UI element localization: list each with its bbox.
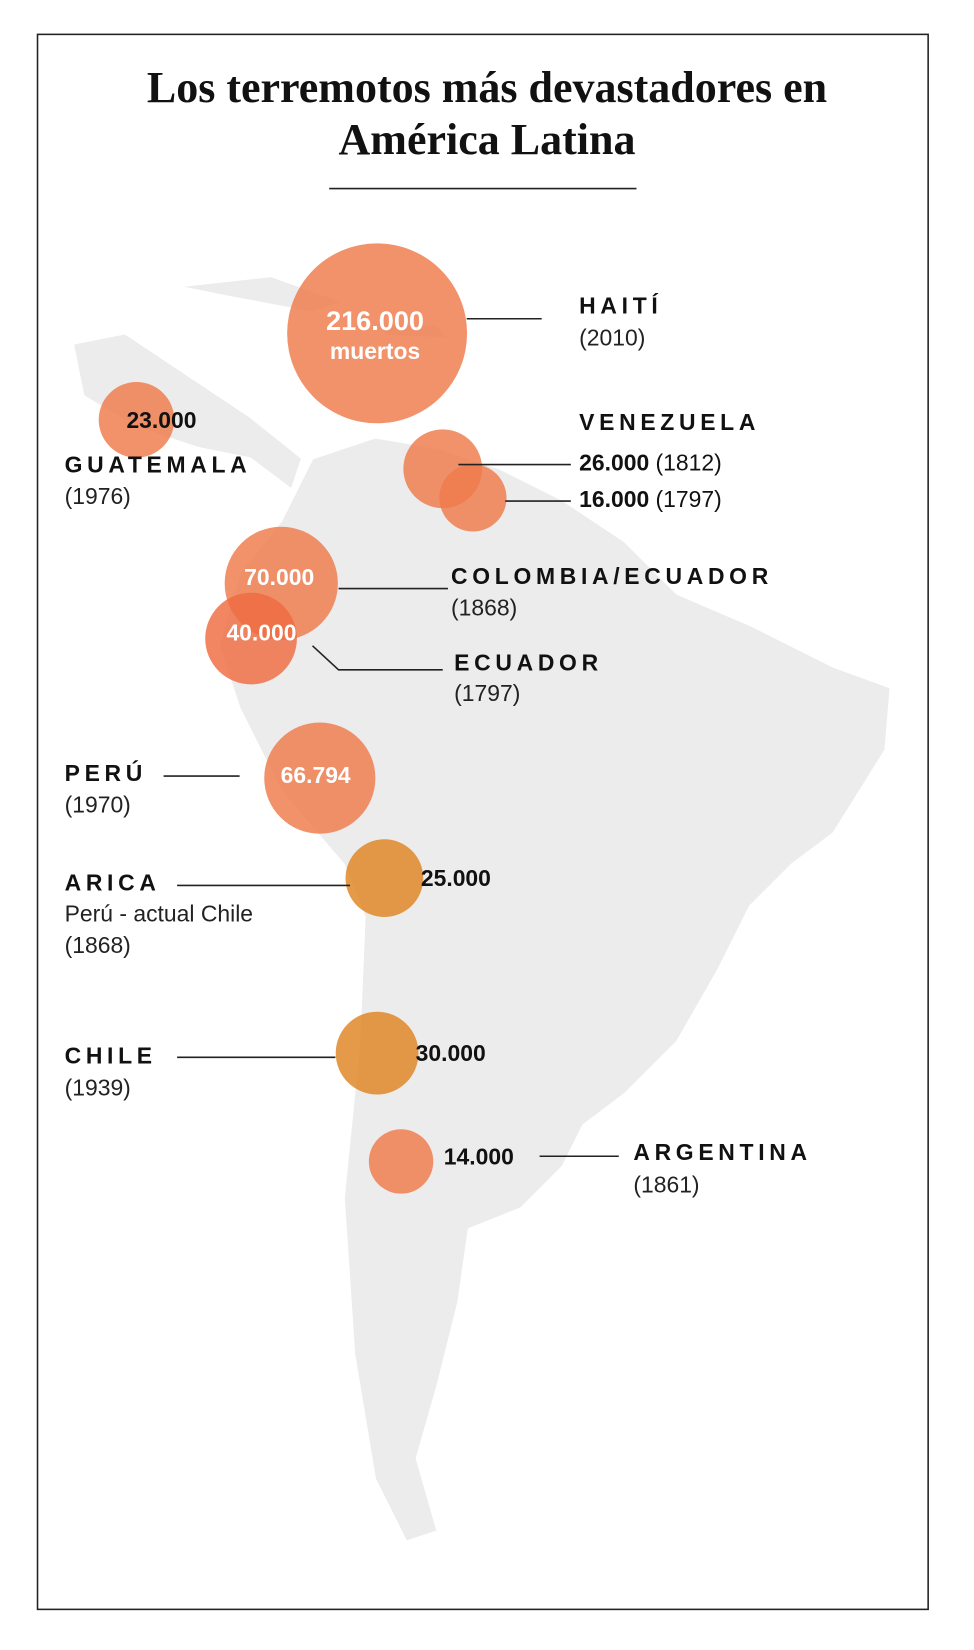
place-year: (2010) <box>579 325 645 351</box>
place-year: (1970) <box>65 791 131 817</box>
death-label: 26.000 (1812) <box>579 450 722 476</box>
death-value: 25.000 <box>421 865 491 891</box>
death-label: 70.000 <box>244 564 314 590</box>
death-value: 40.000 <box>226 619 296 645</box>
bubble <box>345 839 424 917</box>
place-name: COLOMBIA/ECUADOR <box>451 563 773 589</box>
death-value: 30.000 <box>416 1040 486 1066</box>
place-name: VENEZUELA <box>579 409 760 435</box>
place-name: ARICA <box>65 869 161 895</box>
death-label: 25.000 <box>421 865 491 891</box>
leader-line <box>311 645 443 671</box>
bubble <box>439 464 507 532</box>
place-name: HAITÍ <box>579 292 662 318</box>
death-label: 40.000 <box>226 619 296 645</box>
death-value: 23.000 <box>126 407 196 433</box>
place-name: PERÚ <box>65 760 147 786</box>
bubble <box>368 1129 434 1194</box>
death-label: 216.000 <box>326 305 424 336</box>
death-label: 66.794 <box>281 762 351 788</box>
place-name: CHILE <box>65 1042 157 1068</box>
death-value: 14.000 <box>444 1143 514 1169</box>
place-name: GUATEMALA <box>65 452 252 478</box>
bubble <box>264 722 376 834</box>
death-label: 23.000 <box>126 407 196 433</box>
bubble <box>98 382 175 458</box>
place-year: (1861) <box>633 1172 699 1198</box>
place-year: (1939) <box>65 1075 131 1101</box>
place-year: (1797) <box>454 680 520 706</box>
bubble <box>335 1011 419 1095</box>
event-year: (1797) <box>656 486 722 512</box>
bubble <box>205 592 297 685</box>
death-value: 70.000 <box>244 564 314 590</box>
place-year: (1976) <box>65 483 131 509</box>
death-value: 66.794 <box>281 762 351 788</box>
place-name: ECUADOR <box>454 650 603 676</box>
place-year: (1868) <box>451 594 517 620</box>
death-label: 14.000 <box>444 1143 514 1169</box>
place-note: Perú - actual Chile <box>65 901 253 927</box>
death-unit: muertos <box>330 338 420 364</box>
frame <box>36 33 929 1611</box>
bubble <box>287 243 468 424</box>
death-label: 30.000 <box>416 1040 486 1066</box>
death-label: 16.000 (1797) <box>579 486 722 512</box>
death-value: 26.000 <box>579 450 649 476</box>
place-year: (1868) <box>65 932 131 958</box>
bubbles <box>98 243 507 1194</box>
place-name: ARGENTINA <box>633 1139 811 1165</box>
event-year: (1812) <box>656 450 722 476</box>
death-value: 16.000 <box>579 486 649 512</box>
death-value: 216.000 <box>326 305 424 336</box>
title: Los terremotos más devastadores en Améri… <box>146 63 828 164</box>
